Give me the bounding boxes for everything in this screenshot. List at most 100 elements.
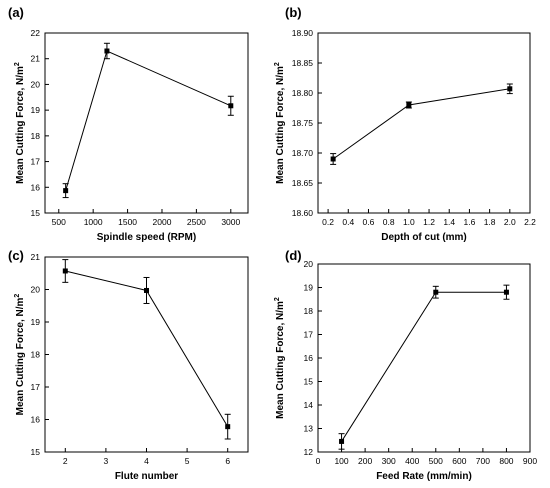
data-point (433, 289, 439, 295)
y-tick-label: 19 (304, 283, 314, 293)
y-tick-label: 15 (31, 447, 41, 457)
y-tick-label: 17 (31, 157, 41, 167)
x-axis-label: Feed Rate (mm/min) (376, 471, 472, 482)
x-tick-label: 700 (476, 456, 490, 466)
chart-panel-3: (c) 2 3 4 5 6 15 16 17 18 19 20 21 Flute number Mean C… (8, 248, 249, 482)
y-tick-label: 18.90 (292, 28, 314, 38)
x-tick-label: 3 (104, 456, 109, 466)
data-point (507, 86, 513, 92)
x-tick-label: 1.4 (443, 217, 455, 227)
data-point (339, 438, 345, 444)
y-axis-label-main: Mean Cutting Force, N/m (275, 66, 286, 184)
x-tick-label: 1000 (84, 217, 103, 227)
y-tick-label: 12 (304, 447, 314, 457)
x-tick-label: 2000 (153, 217, 172, 227)
data-point (225, 424, 231, 430)
y-tick-label: 21 (31, 252, 41, 262)
data-point (228, 103, 234, 109)
y-tick-label: 15 (304, 377, 314, 387)
x-tick-label: 1500 (118, 217, 137, 227)
x-tick-label: 500 (52, 217, 66, 227)
data-point (406, 102, 412, 108)
x-tick-label: 1.8 (484, 217, 496, 227)
x-tick-label: 900 (523, 456, 537, 466)
y-tick-label: 18.70 (292, 148, 314, 158)
data-point (63, 188, 69, 194)
y-axis-label: Mean Cutting Force, N/m2 (14, 294, 26, 416)
panel-label: (a) (8, 5, 24, 20)
series-line (341, 291, 507, 442)
y-tick-label: 17 (304, 330, 314, 340)
x-tick-label: 200 (358, 456, 372, 466)
plot-frame (44, 32, 249, 214)
x-tick-label: 100 (334, 456, 348, 466)
y-axis-label-superscript: 2 (274, 297, 281, 301)
x-axis-label: Depth of cut (mm) (381, 232, 467, 243)
x-tick-label: 1.6 (464, 217, 476, 227)
y-axis-label-main: Mean Cutting Force, N/m (15, 297, 26, 415)
data-point (144, 287, 149, 293)
y-axis-label-superscript: 2 (14, 62, 21, 66)
x-tick-label: 400 (405, 456, 419, 466)
x-tick-label: 0.6 (363, 217, 375, 227)
y-tick-label: 18 (31, 350, 41, 360)
y-axis-label: Mean Cutting Force, N/m2 (14, 62, 26, 184)
x-tick-label: 5 (185, 456, 190, 466)
x-tick-label: 2500 (187, 217, 206, 227)
data-point (330, 156, 336, 162)
y-tick-label: 20 (31, 79, 41, 89)
y-tick-label: 19 (31, 105, 41, 115)
y-axis-label: Mean Cutting Force, N/m2 (274, 297, 286, 419)
x-tick-label: 1.0 (403, 217, 415, 227)
series-line (332, 88, 510, 160)
y-tick-label: 15 (31, 208, 41, 218)
x-tick-label: 2.0 (504, 217, 516, 227)
y-axis-label-main: Mean Cutting Force, N/m (15, 66, 26, 184)
chart-panel-4: (d) 0 100 200 300 400 500 600 700 800 900 12 13 14 15 1… (274, 248, 537, 482)
y-tick-label: 17 (31, 382, 41, 392)
x-tick-label: 0 (316, 456, 321, 466)
y-tick-label: 13 (304, 424, 314, 434)
x-tick-label: 1.2 (423, 217, 435, 227)
x-axis-label: Spindle speed (RPM) (97, 232, 196, 243)
y-tick-label: 18.65 (292, 178, 314, 188)
series-line (65, 50, 231, 191)
x-tick-label: 3000 (221, 217, 240, 227)
y-tick-label: 20 (31, 285, 41, 295)
x-tick-label: 800 (499, 456, 513, 466)
y-tick-label: 16 (304, 353, 314, 363)
x-tick-label: 2 (63, 456, 68, 466)
y-axis-label-main: Mean Cutting Force, N/m (275, 301, 286, 419)
chart-panel-2: (b) 0.2 0.4 0.6 0.8 1.0 1.2 1.4 1.6 1.8 2.0 2.2 18.6… (274, 5, 536, 243)
panel-label: (c) (8, 248, 24, 263)
plot-frame (317, 32, 531, 214)
y-tick-label: 18.80 (292, 88, 314, 98)
chart-panel-1: (a) 500 1000 1500 2000 2500 3000 15 16 17 18 19 20 21… (8, 5, 249, 243)
x-axis-label: Flute number (115, 471, 178, 482)
y-tick-label: 18.60 (292, 208, 314, 218)
y-tick-label: 20 (304, 259, 314, 269)
data-point (104, 48, 110, 54)
y-tick-label: 22 (31, 28, 41, 38)
x-tick-label: 0.2 (322, 217, 334, 227)
x-tick-label: 4 (144, 456, 149, 466)
y-tick-label: 16 (31, 415, 41, 425)
x-tick-label: 2.2 (524, 217, 536, 227)
y-tick-label: 14 (304, 400, 314, 410)
y-tick-label: 18 (304, 306, 314, 316)
y-tick-label: 18.75 (292, 118, 314, 128)
y-tick-label: 18 (31, 131, 41, 141)
y-tick-label: 19 (31, 317, 41, 327)
x-tick-label: 0.8 (383, 217, 395, 227)
y-axis-label-superscript: 2 (14, 294, 21, 298)
x-tick-label: 500 (429, 456, 443, 466)
y-tick-label: 16 (31, 182, 41, 192)
x-tick-label: 0.4 (342, 217, 354, 227)
y-tick-label: 21 (31, 54, 41, 64)
data-point (503, 289, 509, 295)
panel-label: (b) (285, 5, 302, 20)
y-axis-label: Mean Cutting Force, N/m2 (274, 62, 286, 184)
x-tick-label: 300 (382, 456, 396, 466)
data-point (62, 268, 68, 274)
